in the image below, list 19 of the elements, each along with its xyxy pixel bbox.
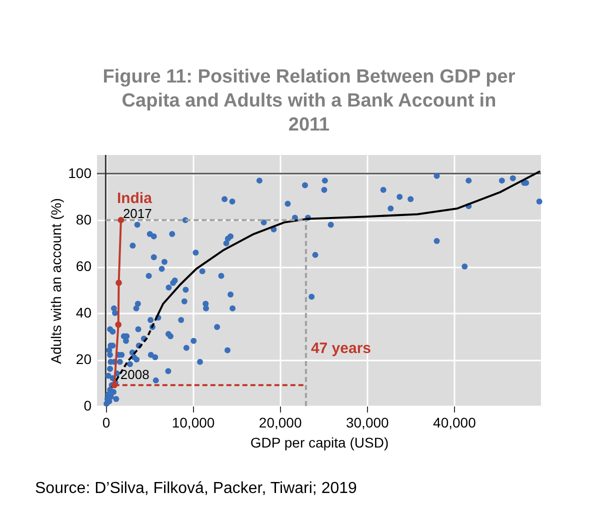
annotation: 2008 bbox=[120, 367, 150, 382]
y-tick-label: 0 bbox=[84, 398, 92, 414]
x-tick-label: 40,000 bbox=[433, 414, 476, 430]
x-tick-label: 30,000 bbox=[346, 414, 389, 430]
y-axis-title: Adults with an account (%) bbox=[48, 198, 64, 364]
y-tick-label: 80 bbox=[76, 212, 92, 228]
x-tick-label: 20,000 bbox=[258, 414, 302, 430]
y-tick-label: 60 bbox=[76, 258, 92, 274]
x-tick-label: 0 bbox=[102, 414, 110, 430]
chart-title: Figure 11: Positive Relation Between GDP per Capita and Adults with a Bank Account in 2011 bbox=[102, 66, 516, 136]
annotation: 2017 bbox=[122, 206, 152, 222]
source-note: Source: D’Silva, Filková, Packer, Tiwari; 2019 bbox=[35, 480, 358, 497]
y-tick-label: 100 bbox=[68, 165, 92, 182]
y-tick-label: 20 bbox=[76, 351, 92, 368]
x-tick-label: 10,000 bbox=[172, 414, 215, 430]
annotation: 47 years bbox=[310, 340, 372, 357]
y-tick-label: 40 bbox=[76, 304, 92, 321]
x-axis-title: GDP per capita (USD) bbox=[250, 434, 389, 450]
series-label: India bbox=[116, 190, 153, 208]
